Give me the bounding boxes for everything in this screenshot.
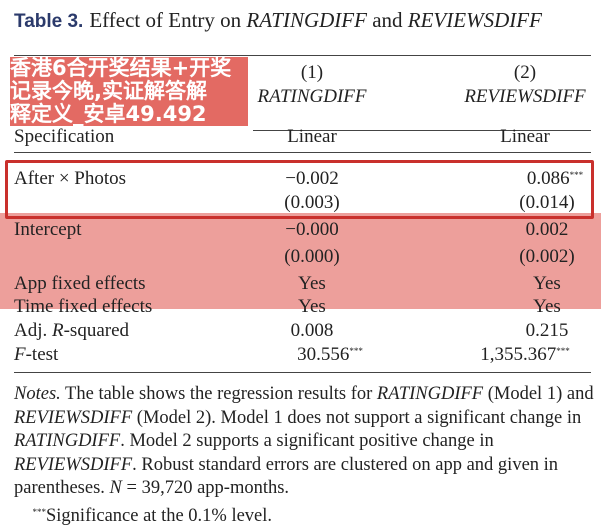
overlay-banner[interactable] <box>0 213 601 309</box>
table-notes: Notes. The table shows the regression re… <box>14 384 594 526</box>
row-value: 0.002 <box>525 219 569 240</box>
row-value: 0.008 <box>290 320 334 341</box>
row-label: Intercept <box>14 219 82 240</box>
spec-rule <box>14 152 591 153</box>
row-se: (0.014) <box>519 192 575 213</box>
banner-text[interactable]: 香港6合开奖结果+开奖记录今晚,实证解答解 释定义_安卓49.492 <box>10 57 248 126</box>
highlight-box <box>5 160 594 219</box>
row-value: 0.215 <box>525 320 569 341</box>
row-value: 0.086*** <box>526 168 584 189</box>
row-se: (0.003) <box>284 192 340 213</box>
row-label: After × Photos <box>14 168 127 189</box>
header-rule <box>253 130 591 131</box>
row-value: −0.000 <box>285 219 339 240</box>
row-value: Yes <box>533 273 561 294</box>
row-label: Adj. R-squared <box>14 320 130 341</box>
table-title: Table 3. Effect of Entry on RATINGDIFF an… <box>14 8 542 32</box>
top-rule <box>14 55 591 56</box>
col2-name: REVIEWSDIFF <box>464 86 586 107</box>
row-label: Time fixed effects <box>14 296 153 317</box>
row-value: Yes <box>533 296 561 317</box>
col1-number: (1) <box>300 62 324 83</box>
row-label: App fixed effects <box>14 273 146 294</box>
row-se: (0.000) <box>284 246 340 267</box>
spec-col2: Linear <box>500 126 550 147</box>
bottom-rule <box>14 372 591 373</box>
row-se: (0.002) <box>519 246 575 267</box>
row-value: Yes <box>298 273 326 294</box>
row-value: 30.556*** <box>297 344 363 365</box>
spec-label: Specification <box>14 126 115 147</box>
col2-number: (2) <box>513 62 537 83</box>
row-value: 1,355.367*** <box>480 344 570 365</box>
col1-name: RATINGDIFF <box>257 86 367 107</box>
row-value: −0.002 <box>285 168 339 189</box>
row-label: F-test <box>14 344 59 365</box>
spec-col1: Linear <box>287 126 337 147</box>
row-value: Yes <box>298 296 326 317</box>
